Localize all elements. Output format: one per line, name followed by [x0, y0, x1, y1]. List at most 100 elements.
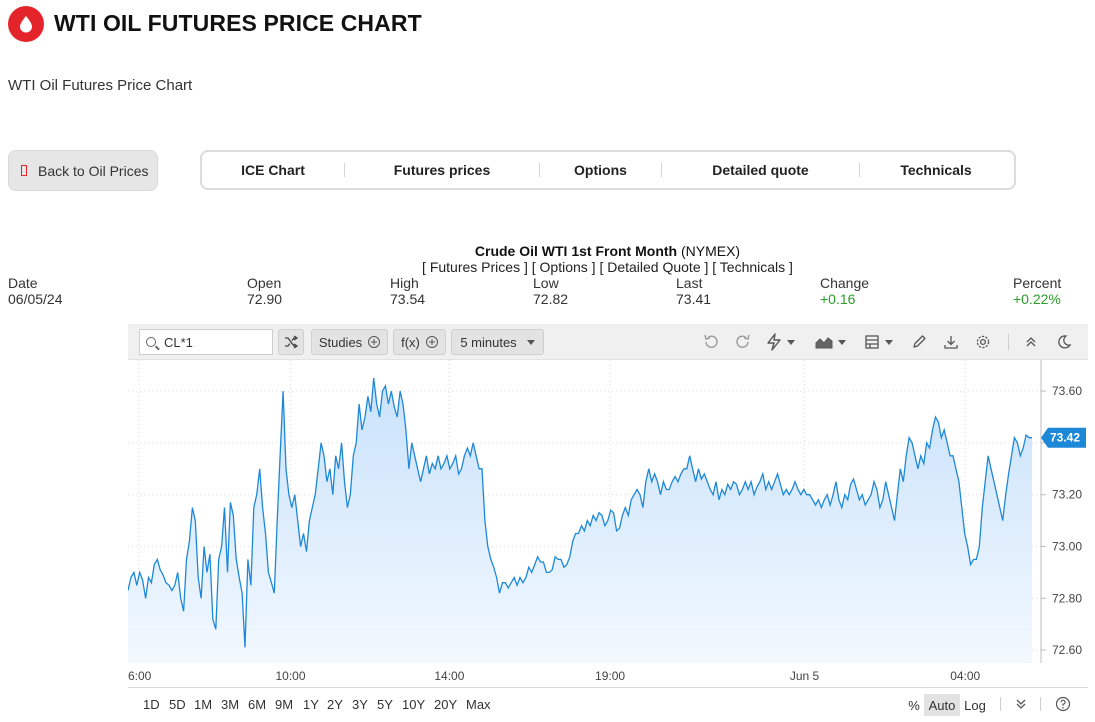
stat-value: +0.16 [820, 291, 856, 307]
shuffle-icon [285, 335, 298, 349]
range-3y[interactable]: 3Y [352, 697, 368, 712]
chevron-down-icon [838, 339, 846, 345]
scale-percent[interactable]: % [908, 697, 920, 713]
tab-technicals[interactable]: Technicals [900, 162, 972, 178]
range-divider [1000, 697, 1001, 711]
x-tick-label: 04:00 [950, 669, 980, 683]
stat-high: High 73.54 [390, 275, 425, 307]
add-icon [425, 336, 438, 348]
tab-options[interactable]: Options [574, 162, 627, 178]
stat-value: 73.41 [676, 291, 712, 307]
stat-label: Percent [1013, 275, 1062, 291]
chevron-down-icon [526, 339, 535, 345]
tab-divider [344, 163, 345, 177]
back-icon [21, 165, 27, 176]
moon-icon[interactable] [1056, 332, 1072, 352]
range-9m[interactable]: 9M [275, 697, 294, 712]
range-10y[interactable]: 10Y [402, 697, 426, 712]
quote-links[interactable]: [ Futures Prices ] [ Options ] [ Detaile… [422, 259, 793, 275]
scale-log[interactable]: Log [964, 697, 986, 713]
stat-label: Change [820, 275, 870, 291]
chart-type-icon[interactable] [815, 332, 846, 352]
chevron-down-double-icon[interactable] [1014, 694, 1028, 714]
range-5y[interactable]: 5Y [377, 697, 393, 712]
compare-button[interactable] [278, 329, 304, 355]
stat-label: Date [8, 275, 38, 291]
range-max[interactable]: Max [466, 697, 491, 712]
range-5d[interactable]: 5D [169, 697, 186, 712]
stat-label: Last [676, 275, 703, 291]
chart-toolbar: CL*1 Studies f(x) 5 minutes [128, 324, 1088, 360]
quote-title: Crude Oil WTI 1st Front Month (NYMEX) [0, 243, 1095, 259]
tab-divider [539, 163, 540, 177]
chevron-down-icon [787, 339, 795, 345]
y-tick-label: 72.60 [1052, 643, 1082, 657]
lightning-icon[interactable] [766, 332, 795, 352]
x-tick-label: 10:00 [275, 669, 305, 683]
stat-label: Low [533, 275, 559, 291]
tab-ice-chart[interactable]: ICE Chart [241, 162, 305, 178]
range-1m[interactable]: 1M [194, 697, 213, 712]
x-tick-label: 6:00 [128, 669, 152, 683]
range-1d[interactable]: 1D [143, 697, 160, 712]
tab-futures-prices[interactable]: Futures prices [393, 162, 491, 178]
stat-value: +0.22% [1013, 291, 1061, 307]
collapse-up-icon[interactable] [1024, 332, 1038, 352]
range-2y[interactable]: 2Y [327, 697, 343, 712]
stat-value: 72.82 [533, 291, 569, 307]
x-tick-label: 19:00 [595, 669, 625, 683]
pencil-icon[interactable] [911, 332, 927, 352]
last-price-label: 73.42 [1050, 431, 1080, 445]
stat-low: Low 72.82 [533, 275, 568, 307]
stat-percent: Percent +0.22% [1013, 275, 1061, 307]
interval-select[interactable]: 5 minutes [451, 329, 544, 355]
layout-icon[interactable] [864, 332, 893, 352]
back-button-label: Back to Oil Prices [38, 162, 149, 179]
y-tick-label: 73.60 [1052, 384, 1082, 398]
page-subtitle: WTI Oil Futures Price Chart [8, 77, 193, 94]
interval-label: 5 minutes [460, 334, 517, 350]
stat-label: Open [247, 275, 282, 291]
tab-detailed-quote[interactable]: Detailed quote [712, 162, 809, 178]
stat-open: Open 72.90 [247, 275, 282, 307]
gear-icon[interactable] [975, 332, 991, 352]
stat-value: 06/05/24 [8, 291, 63, 307]
x-tick-label: 14:00 [434, 669, 464, 683]
tab-divider [661, 163, 662, 177]
scale-auto[interactable]: Auto [924, 694, 960, 716]
range-20y[interactable]: 20Y [434, 697, 458, 712]
search-icon [146, 337, 156, 347]
undo-icon[interactable] [702, 332, 720, 352]
toolbar-divider [1008, 334, 1009, 350]
stat-change: Change +0.16 [820, 275, 869, 307]
studies-button[interactable]: Studies [311, 329, 388, 355]
stat-value: 72.90 [247, 291, 283, 307]
redo-icon[interactable] [734, 332, 752, 352]
back-to-oil-prices-button[interactable]: Back to Oil Prices [8, 150, 158, 191]
exchange-name: (NYMEX) [680, 243, 741, 259]
range-bar: 1D 5D 1M 3M 6M 9M 1Y 2Y 3Y 5Y 10Y 20Y Ma… [128, 687, 1088, 717]
help-icon[interactable] [1055, 694, 1071, 714]
studies-label: Studies [318, 334, 363, 350]
range-divider [1040, 697, 1041, 711]
last-price-tag-bg [1041, 427, 1086, 448]
range-3m[interactable]: 3M [221, 697, 240, 712]
y-tick-label: 73.00 [1052, 539, 1082, 553]
tab-divider [859, 163, 860, 177]
symbol-search-input[interactable]: CL*1 [139, 329, 273, 355]
function-button[interactable]: f(x) [393, 329, 446, 355]
function-label: f(x) [401, 334, 420, 350]
oil-drop-icon [8, 6, 44, 42]
page-title: WTI OIL FUTURES PRICE CHART [54, 10, 422, 36]
price-line [128, 378, 1032, 648]
range-6m[interactable]: 6M [248, 697, 267, 712]
chevron-down-icon [885, 339, 893, 345]
stat-value: 73.54 [390, 291, 426, 307]
download-icon[interactable] [943, 332, 959, 352]
symbol-value: CL*1 [164, 334, 193, 350]
instrument-name: Crude Oil WTI 1st Front Month [474, 243, 678, 259]
price-area [128, 378, 1032, 663]
range-1y[interactable]: 1Y [303, 697, 319, 712]
chart-widget: CL*1 Studies f(x) 5 minutes [128, 324, 1088, 717]
